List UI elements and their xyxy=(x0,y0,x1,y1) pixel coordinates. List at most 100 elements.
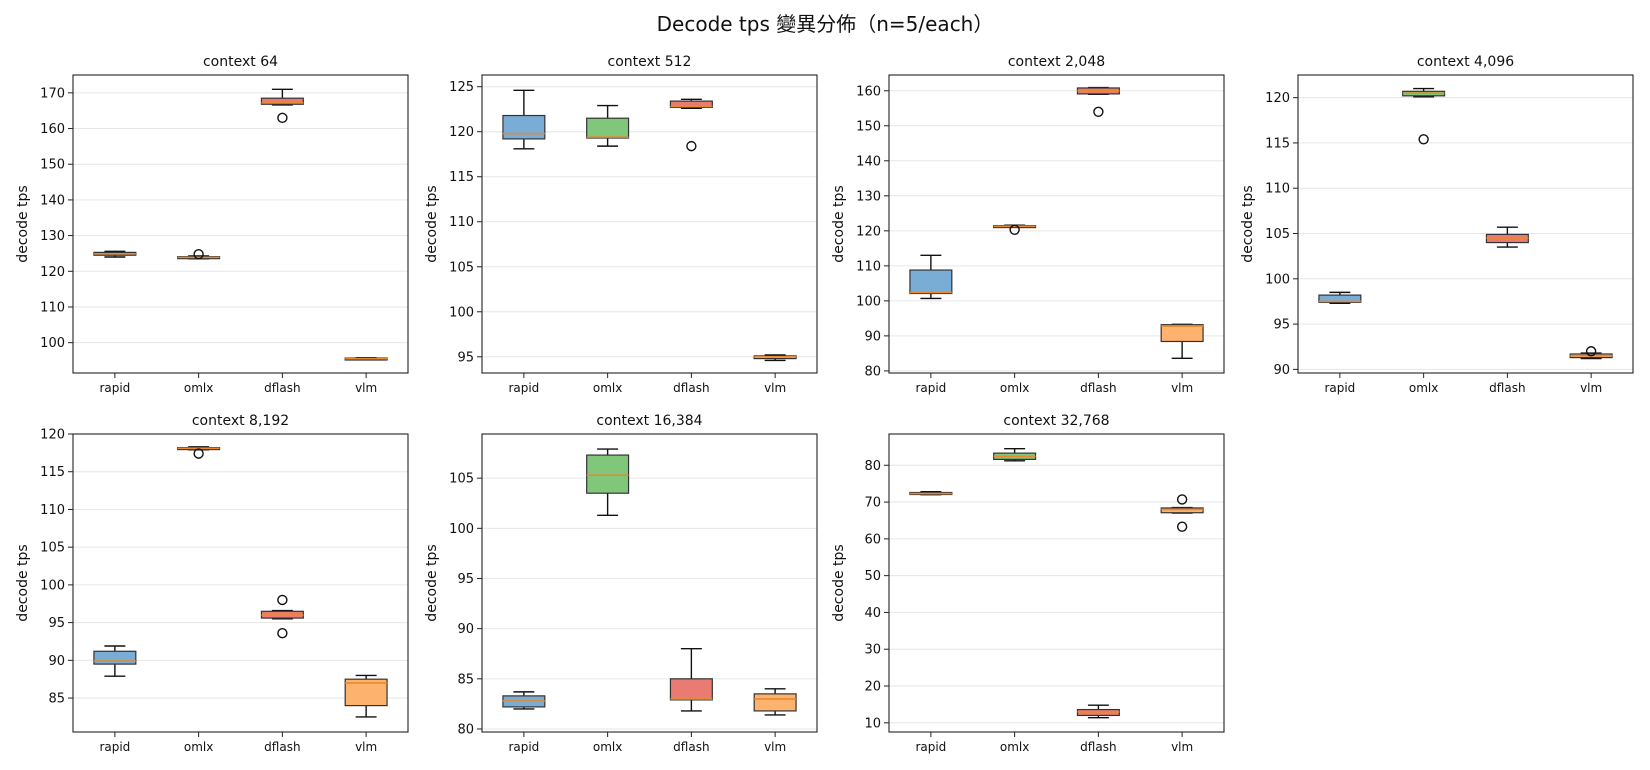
subplot-1: 100 110 120 130 140 150 160 170 rapid omlx dflash v… xyxy=(15,54,409,395)
x-tick-label: rapid xyxy=(99,740,130,754)
y-axis-label: decode tps xyxy=(424,185,440,262)
outlier-point xyxy=(193,248,204,260)
y-axis-label: decode tps xyxy=(424,544,440,621)
box-rapid xyxy=(93,645,137,677)
y-axis-label: decode tps xyxy=(15,185,31,262)
y-tick-label: 170 xyxy=(40,86,65,101)
y-tick-label: 130 xyxy=(856,189,881,204)
axes-frame xyxy=(72,433,409,733)
y-tick-label: 85 xyxy=(457,672,474,687)
x-tick-label: vlm xyxy=(355,381,377,395)
y-tick-label: 110 xyxy=(856,259,881,274)
y-tick-label: 120 xyxy=(856,224,881,239)
y-axis-label: decode tps xyxy=(1240,185,1256,262)
y-tick-label: 110 xyxy=(449,215,474,230)
subplot-title: context 8,192 xyxy=(192,413,289,429)
box-omlx xyxy=(993,224,1037,235)
x-tick-label: omlx xyxy=(184,381,213,395)
box-dflash xyxy=(1076,86,1120,117)
outlier-point xyxy=(1176,521,1188,532)
y-tick-label: 10 xyxy=(864,716,881,731)
y-tick-label: 85 xyxy=(48,692,65,707)
subplot-2: 95 100 105 110 115 120 125 rapid omlx dflash vlm co… xyxy=(424,54,818,395)
y-tick-label: 140 xyxy=(40,193,65,208)
y-tick-label: 100 xyxy=(856,294,881,309)
box-body xyxy=(260,97,304,105)
y-tick-label: 160 xyxy=(856,84,881,99)
y-tick-label: 150 xyxy=(40,158,65,173)
x-tick-label: vlm xyxy=(764,381,786,395)
x-tick-label: vlm xyxy=(355,740,377,754)
box-omlx xyxy=(177,248,221,260)
box-rapid xyxy=(1318,291,1362,304)
subplot-title: context 2,048 xyxy=(1008,54,1105,70)
subplot-6: 80 85 90 95 100 105 rapid omlx dflash vlm context … xyxy=(424,413,818,754)
x-tick-label: dflash xyxy=(1080,740,1116,754)
x-tick-label: rapid xyxy=(99,381,130,395)
box-dflash xyxy=(1076,704,1120,719)
y-tick-label: 100 xyxy=(40,336,65,351)
y-tick-label: 90 xyxy=(48,654,65,669)
x-tick-label: vlm xyxy=(1171,381,1193,395)
outlier-point xyxy=(1585,346,1597,357)
y-tick-label: 105 xyxy=(449,260,474,275)
y-tick-label: 110 xyxy=(40,300,65,315)
box-omlx xyxy=(586,448,630,516)
subplot-7: 10 20 30 40 50 60 70 80 rapid omlx dflash vlm contex… xyxy=(831,413,1225,754)
y-tick-label: 160 xyxy=(40,122,65,137)
box-vlm xyxy=(1160,323,1204,359)
outlier-point xyxy=(1093,106,1104,117)
subplot-title: context 32,768 xyxy=(1003,413,1109,429)
x-tick-label: omlx xyxy=(184,740,213,754)
y-tick-label: 90 xyxy=(457,622,474,637)
axes-frame xyxy=(72,74,409,374)
box-rapid xyxy=(502,89,546,150)
axes-frame xyxy=(481,74,818,374)
y-tick-label: 80 xyxy=(864,459,881,474)
y-tick-label: 115 xyxy=(40,465,65,480)
box-body xyxy=(93,650,137,665)
y-tick-label: 105 xyxy=(40,541,65,556)
y-tick-label: 95 xyxy=(457,572,474,587)
y-tick-label: 150 xyxy=(856,119,881,134)
box-body xyxy=(586,454,630,494)
subplot-5: 85 90 95 100 105 110 115 120 rapid omlx dflash vlm c… xyxy=(15,413,409,754)
box-body xyxy=(1160,507,1204,514)
x-tick-label: vlm xyxy=(1171,740,1193,754)
box-dflash xyxy=(1485,226,1529,248)
box-dflash xyxy=(669,98,713,152)
x-tick-label: dflash xyxy=(1489,381,1525,395)
box-vlm xyxy=(1160,494,1204,532)
y-tick-label: 105 xyxy=(449,472,474,487)
y-tick-label: 105 xyxy=(1265,227,1290,242)
y-tick-label: 80 xyxy=(457,722,474,737)
box-dflash xyxy=(669,648,713,712)
y-tick-label: 120 xyxy=(1265,91,1290,106)
box-body xyxy=(586,117,630,139)
x-tick-label: rapid xyxy=(508,381,539,395)
subplot-3: 80 90 100 110 120 130 140 150 160 rapid omlx dflash… xyxy=(831,54,1225,395)
axes-frame xyxy=(481,433,818,733)
x-tick-label: rapid xyxy=(915,740,946,754)
axes-frame xyxy=(888,433,1225,733)
box-rapid xyxy=(909,254,953,300)
box-body xyxy=(669,678,713,701)
subplot-title: context 512 xyxy=(608,54,692,70)
box-rapid xyxy=(502,691,546,710)
y-tick-label: 95 xyxy=(457,350,474,365)
box-body xyxy=(669,100,713,109)
y-tick-label: 110 xyxy=(40,503,65,518)
axes-frame xyxy=(1297,74,1634,374)
box-dflash xyxy=(260,594,304,639)
y-tick-label: 95 xyxy=(1273,318,1290,333)
x-tick-label: dflash xyxy=(1080,381,1116,395)
y-tick-label: 100 xyxy=(449,522,474,537)
x-tick-label: rapid xyxy=(508,740,539,754)
y-tick-label: 100 xyxy=(40,578,65,593)
box-vlm xyxy=(753,688,797,716)
y-tick-label: 120 xyxy=(40,265,65,280)
y-tick-label: 120 xyxy=(40,428,65,443)
box-vlm xyxy=(1569,346,1613,360)
x-tick-label: omlx xyxy=(593,381,622,395)
